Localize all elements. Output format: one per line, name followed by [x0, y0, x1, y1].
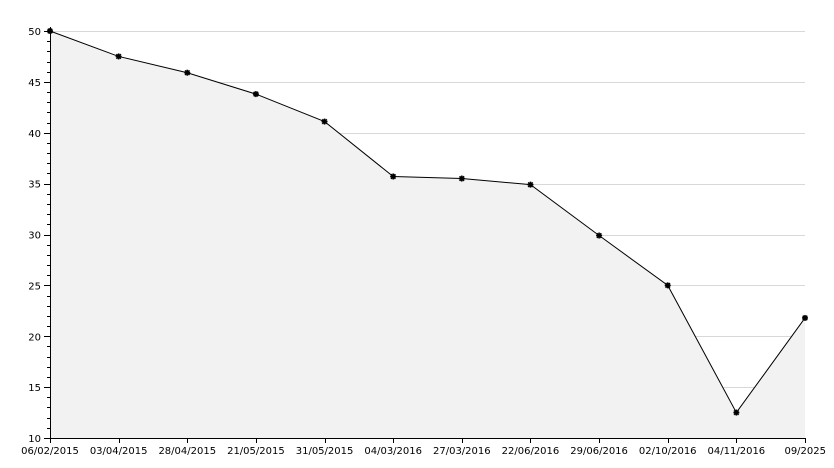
- data-point-stroke: [321, 118, 328, 125]
- data-point-stroke: [459, 175, 465, 182]
- data-point: [390, 173, 397, 180]
- data-point-stroke: [184, 69, 191, 76]
- y-tick-label: 30: [28, 231, 41, 242]
- x-tick-label: 06/02/2015: [21, 446, 79, 457]
- data-point: [802, 314, 808, 321]
- y-tick-label: 10: [28, 434, 41, 445]
- x-tick-label: 04/03/2016: [364, 446, 422, 457]
- y-tick-label: 40: [28, 129, 41, 140]
- y-tick-label: 45: [28, 78, 41, 89]
- area-layer: [50, 31, 805, 438]
- x-tick-label: 22/06/2016: [502, 446, 560, 457]
- data-point: [115, 53, 122, 60]
- y-tick-label: 20: [28, 332, 41, 343]
- data-point-stroke: [253, 91, 259, 97]
- data-point-stroke: [527, 181, 534, 188]
- x-tick-label: 04/11/2016: [708, 446, 766, 457]
- x-tick-label: 27/03/2016: [433, 446, 491, 457]
- data-point-stroke: [802, 315, 808, 321]
- data-point: [664, 282, 671, 289]
- x-tick-label: 29/06/2016: [570, 446, 628, 457]
- y-tick-label: 15: [28, 383, 41, 394]
- y-tick-label: 25: [28, 281, 41, 292]
- axis-layer: [44, 27, 806, 443]
- data-point-stroke: [596, 232, 602, 239]
- data-point: [596, 232, 603, 239]
- series-line: [49, 30, 806, 414]
- data-point: [733, 409, 740, 416]
- data-point-stroke: [733, 409, 740, 416]
- data-point: [47, 28, 53, 34]
- data-point: [458, 175, 465, 182]
- data-point: [184, 69, 191, 76]
- series-layer: [47, 28, 808, 416]
- data-point-stroke: [115, 53, 122, 60]
- x-tick-label: 09/2025: [784, 446, 826, 457]
- data-point-stroke: [47, 28, 53, 34]
- data-point-stroke: [664, 282, 671, 289]
- label-layer: 10 15 20 25 30 35 40 45 50 06/02/2015 03/04/2015 28…: [21, 27, 826, 457]
- data-point: [321, 118, 328, 125]
- y-tick-label: 50: [28, 27, 41, 38]
- x-tick-label: 21/05/2015: [227, 446, 285, 457]
- data-point-stroke: [390, 173, 396, 180]
- x-tick-label: 31/05/2015: [296, 446, 354, 457]
- x-tick-label: 02/10/2016: [639, 446, 697, 457]
- area-fill: [50, 31, 805, 438]
- data-point: [252, 91, 259, 98]
- data-point: [527, 181, 534, 188]
- x-tick-label: 03/04/2015: [90, 446, 148, 457]
- y-tick-label: 35: [28, 180, 41, 191]
- x-tick-label: 28/04/2015: [158, 446, 216, 457]
